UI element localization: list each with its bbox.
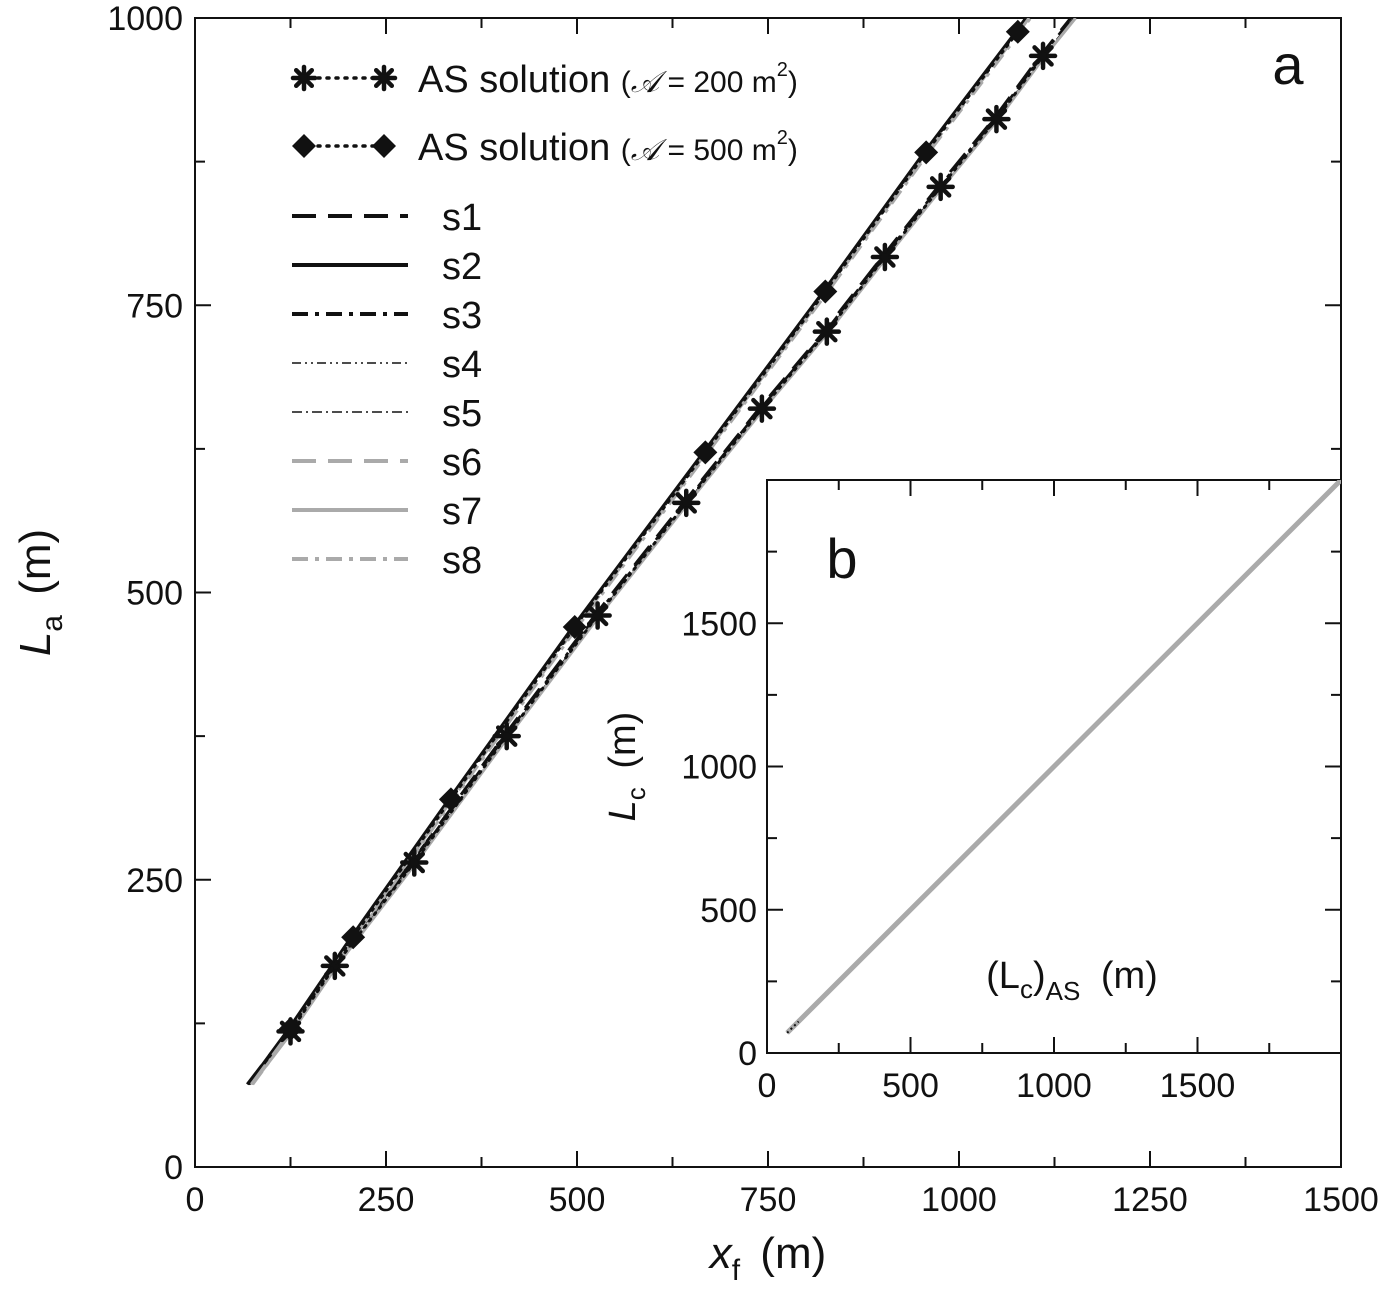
y-axis-label-a: La (m) [11, 529, 69, 656]
legend-label-s7: s7 [442, 491, 482, 533]
data-point-as500 [693, 440, 718, 465]
data-point-as200 [583, 601, 612, 630]
panel-a-data [246, 18, 1077, 1086]
x-tick-label-a: 1000 [921, 1181, 997, 1219]
data-point-as200 [926, 172, 955, 202]
legend-label-s5: s5 [442, 393, 482, 435]
asterisk-center [1039, 51, 1048, 60]
legend-marker-asterisk [370, 64, 398, 92]
legend-marker-diamond [372, 134, 396, 158]
panel-label-b: b [826, 527, 857, 590]
y-tick-label-a: 250 [126, 862, 183, 900]
x-axis-label-b: (Lc)AS (m) [986, 955, 1158, 1006]
legend-label-as: AS solution (𝒜 = 200 m2) [418, 59, 798, 101]
legend-marker-diamond [292, 134, 316, 158]
y-tick-label-a: 750 [126, 287, 183, 325]
y-tick-label-b: 0 [738, 1035, 757, 1073]
data-point-as500 [562, 614, 587, 639]
x-tick-label-a: 250 [358, 1181, 415, 1219]
y-tick-label-a: 0 [164, 1149, 183, 1187]
x-tick-label-b: 1500 [1160, 1067, 1236, 1105]
data-point-as200 [672, 488, 701, 518]
data-point-as500 [813, 279, 838, 304]
x-tick-label-a: 0 [186, 1181, 205, 1219]
panel-b: 0 500 1000 1500 0 500 1000 1500 (Lc)AS (m) Lc (m)… [602, 479, 1342, 1105]
asterisk-center [380, 74, 388, 82]
asterisk-center [502, 732, 511, 741]
legend-label-s3: s3 [442, 295, 482, 337]
x-tick-label-b: 1000 [1016, 1067, 1092, 1105]
y-tick-label-b: 1500 [681, 605, 757, 643]
asterisk-center [936, 182, 945, 191]
legend-label-s4: s4 [442, 344, 482, 386]
data-point-as200 [812, 317, 842, 346]
panel-b-data [785, 480, 1341, 1035]
as-line-0 [289, 54, 1045, 1033]
asterisk-center [593, 611, 602, 620]
asterisk-center [757, 404, 766, 413]
legend: AS solution (𝒜 = 200 m2) AS solution (𝒜 =… [290, 59, 798, 582]
data-point-as200 [320, 951, 350, 981]
data-point-as500 [438, 787, 463, 812]
asterisk-center [822, 327, 831, 336]
curve-s2 [246, 18, 1028, 1086]
x-tick-label-a: 500 [549, 1181, 606, 1219]
y-axis-label-b: Lc (m) [602, 712, 651, 822]
asterisk-center [300, 74, 308, 82]
inset-line [785, 480, 1341, 1035]
asterisk-center [410, 858, 419, 867]
curve-s7 [250, 18, 1077, 1086]
data-point-as500 [278, 1017, 303, 1042]
data-point-as200 [982, 104, 1011, 134]
legend-label-s6: s6 [442, 442, 482, 484]
data-point-as500 [1005, 19, 1030, 44]
data-point-as500 [914, 140, 939, 165]
curve-s8 [251, 18, 1032, 1086]
asterisk-center [880, 252, 889, 261]
legend-marker-asterisk [290, 64, 318, 92]
data-point-as200 [870, 242, 900, 272]
y-tick-label-a: 500 [126, 575, 183, 613]
asterisk-center [992, 115, 1001, 124]
data-point-as500 [341, 925, 366, 950]
data-point-as200 [492, 721, 521, 751]
data-point-as200 [1028, 41, 1058, 71]
y-tick-label-b: 500 [700, 892, 757, 930]
x-tick-label-a: 750 [740, 1181, 797, 1219]
x-tick-label-b: 0 [758, 1067, 777, 1105]
x-tick-label-a: 1500 [1303, 1181, 1379, 1219]
panel-a: 0 250 500 750 1000 1250 1500 0 250 500 750 1000 xf (… [11, 0, 1379, 1287]
panel-label-a: a [1272, 33, 1304, 96]
as-line-1 [289, 30, 1020, 1031]
legend-label-s1: s1 [442, 197, 482, 239]
legend-label-s8: s8 [442, 540, 482, 582]
x-tick-label-a: 1250 [1112, 1181, 1188, 1219]
asterisk-center [682, 498, 691, 507]
x-tick-label-b: 500 [882, 1067, 939, 1105]
legend-label-s2: s2 [442, 246, 482, 288]
y-tick-label-a: 1000 [107, 0, 183, 38]
y-tick-label-b: 1000 [681, 749, 757, 787]
legend-label-as: AS solution (𝒜 = 500 m2) [418, 127, 798, 169]
data-point-as200 [747, 394, 777, 423]
x-axis-label-a: xf (m) [708, 1229, 827, 1287]
